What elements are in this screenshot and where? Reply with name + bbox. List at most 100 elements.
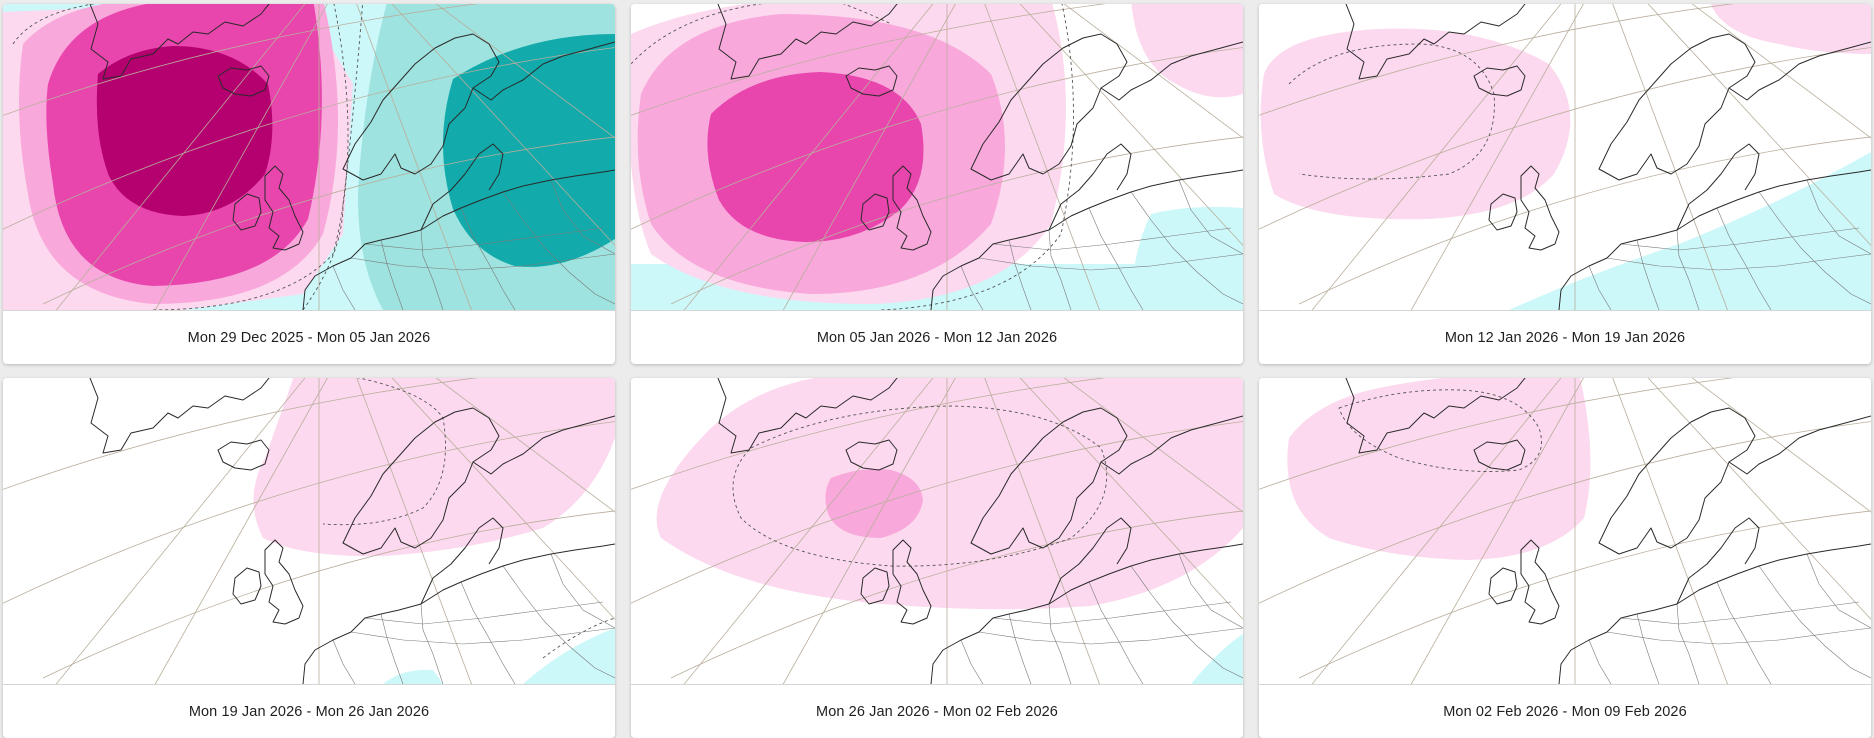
- border-line: [1588, 639, 1612, 684]
- anomaly-region-negative_1: [1191, 634, 1243, 684]
- graticule-line: [984, 4, 1100, 310]
- border-line: [1048, 229, 1072, 310]
- anomaly-region-negative_3: [443, 34, 615, 267]
- graticule-line: [631, 421, 1243, 604]
- contour-lines: [12, 4, 364, 310]
- border-line: [420, 603, 444, 684]
- graticule-line: [683, 4, 934, 310]
- coastline: [860, 193, 890, 231]
- contour-line: [302, 4, 364, 310]
- anomaly-region-positive_1: [656, 378, 1243, 610]
- coastline: [1488, 193, 1518, 231]
- graticule-line: [1647, 4, 1871, 246]
- forecast-card[interactable]: Mon 19 Jan 2026 - Mon 26 Jan 2026: [3, 378, 615, 738]
- graticule-line: [631, 378, 1107, 490]
- border-line: [1008, 239, 1032, 310]
- graticule-line: [782, 4, 956, 310]
- graticule-line: [3, 421, 615, 604]
- border-line: [1806, 553, 1871, 629]
- graticule-line: [1311, 4, 1562, 310]
- graticule-line: [631, 47, 1243, 230]
- border-line: [1178, 553, 1243, 629]
- coastline: [1676, 517, 1760, 605]
- coastline: [1473, 65, 1526, 97]
- coastline: [1048, 143, 1132, 231]
- border-line: [332, 639, 356, 684]
- graticule-line: [1259, 378, 1735, 490]
- graticule-line: [391, 4, 615, 246]
- anomaly-region-negative_1: [523, 628, 615, 684]
- coastline: [264, 539, 304, 625]
- coastline: [892, 165, 932, 251]
- anomaly-region-positive_1: [1131, 4, 1243, 98]
- border-line: [1008, 613, 1032, 684]
- anomaly-region-positive_2: [825, 469, 923, 538]
- coastline: [1100, 415, 1243, 475]
- coastline: [264, 165, 304, 251]
- coastline: [1520, 165, 1560, 251]
- coastline: [1100, 41, 1243, 101]
- date-range-caption: Mon 02 Feb 2026 - Mon 09 Feb 2026: [1259, 684, 1871, 738]
- coastlines: [1345, 4, 1871, 310]
- graticule-line: [1019, 4, 1243, 246]
- border-line: [1130, 565, 1243, 679]
- forecast-card[interactable]: Mon 26 Jan 2026 - Mon 02 Feb 2026: [631, 378, 1243, 738]
- forecast-card[interactable]: Mon 12 Jan 2026 - Mon 19 Jan 2026: [1259, 4, 1871, 364]
- coastline: [217, 65, 270, 97]
- graticule-line: [1311, 378, 1562, 684]
- forecast-card[interactable]: Mon 02 Feb 2026 - Mon 09 Feb 2026: [1259, 378, 1871, 738]
- date-range-caption: Mon 12 Jan 2026 - Mon 19 Jan 2026: [1259, 310, 1871, 364]
- border-line: [1676, 229, 1700, 310]
- graticule-line: [55, 4, 306, 310]
- forecast-card[interactable]: Mon 05 Jan 2026 - Mon 12 Jan 2026: [631, 4, 1243, 364]
- coastline: [217, 439, 270, 471]
- anomaly-shading: [253, 378, 615, 684]
- graticule-line: [1410, 4, 1584, 310]
- border-line: [1130, 191, 1243, 305]
- border-line: [1606, 627, 1871, 645]
- border-line: [992, 227, 1232, 251]
- anomaly-map: [3, 378, 615, 684]
- coastline: [342, 407, 500, 555]
- date-range-caption: Mon 29 Dec 2025 - Mon 05 Jan 2026: [3, 310, 615, 364]
- border-line: [364, 601, 604, 625]
- forecast-card[interactable]: Mon 29 Dec 2025 - Mon 05 Jan 2026: [3, 4, 615, 364]
- coastline: [302, 169, 615, 310]
- graticule: [3, 378, 615, 684]
- border-line: [1088, 207, 1144, 310]
- anomaly-shading: [3, 4, 615, 310]
- graticule-line: [782, 378, 956, 684]
- coastlines: [717, 378, 1243, 684]
- anomaly-shading: [631, 4, 1243, 310]
- graticule-line: [1298, 136, 1871, 305]
- border-line: [460, 581, 516, 684]
- graticule-line: [391, 378, 615, 620]
- coastline: [892, 539, 932, 625]
- border-line: [1620, 601, 1860, 625]
- coastline: [89, 378, 270, 454]
- border-line: [1178, 179, 1243, 255]
- graticule-line: [1259, 4, 1735, 116]
- coastline: [930, 543, 1243, 684]
- date-range-caption: Mon 19 Jan 2026 - Mon 26 Jan 2026: [3, 684, 615, 738]
- anomaly-region-negative_1: [1509, 152, 1871, 310]
- graticule-line: [1019, 378, 1243, 620]
- coastline: [1598, 33, 1756, 181]
- graticule-line: [1063, 378, 1243, 513]
- coastline: [342, 33, 500, 181]
- graticule-line: [1063, 4, 1243, 139]
- border-line: [380, 239, 404, 310]
- coastline: [717, 378, 898, 454]
- border-line: [1758, 565, 1871, 679]
- coastline: [1558, 543, 1871, 684]
- border-line: [380, 613, 404, 684]
- border-line: [1716, 207, 1772, 310]
- anomaly-region-positive_3: [707, 72, 924, 242]
- contour-lines: [1338, 389, 1542, 472]
- border-line: [1806, 179, 1871, 255]
- border-line: [364, 227, 604, 251]
- coastline: [845, 65, 898, 97]
- graticule-line: [1259, 47, 1871, 230]
- anomaly-shading: [1260, 4, 1871, 310]
- anomaly-region-negative_1: [1131, 206, 1243, 310]
